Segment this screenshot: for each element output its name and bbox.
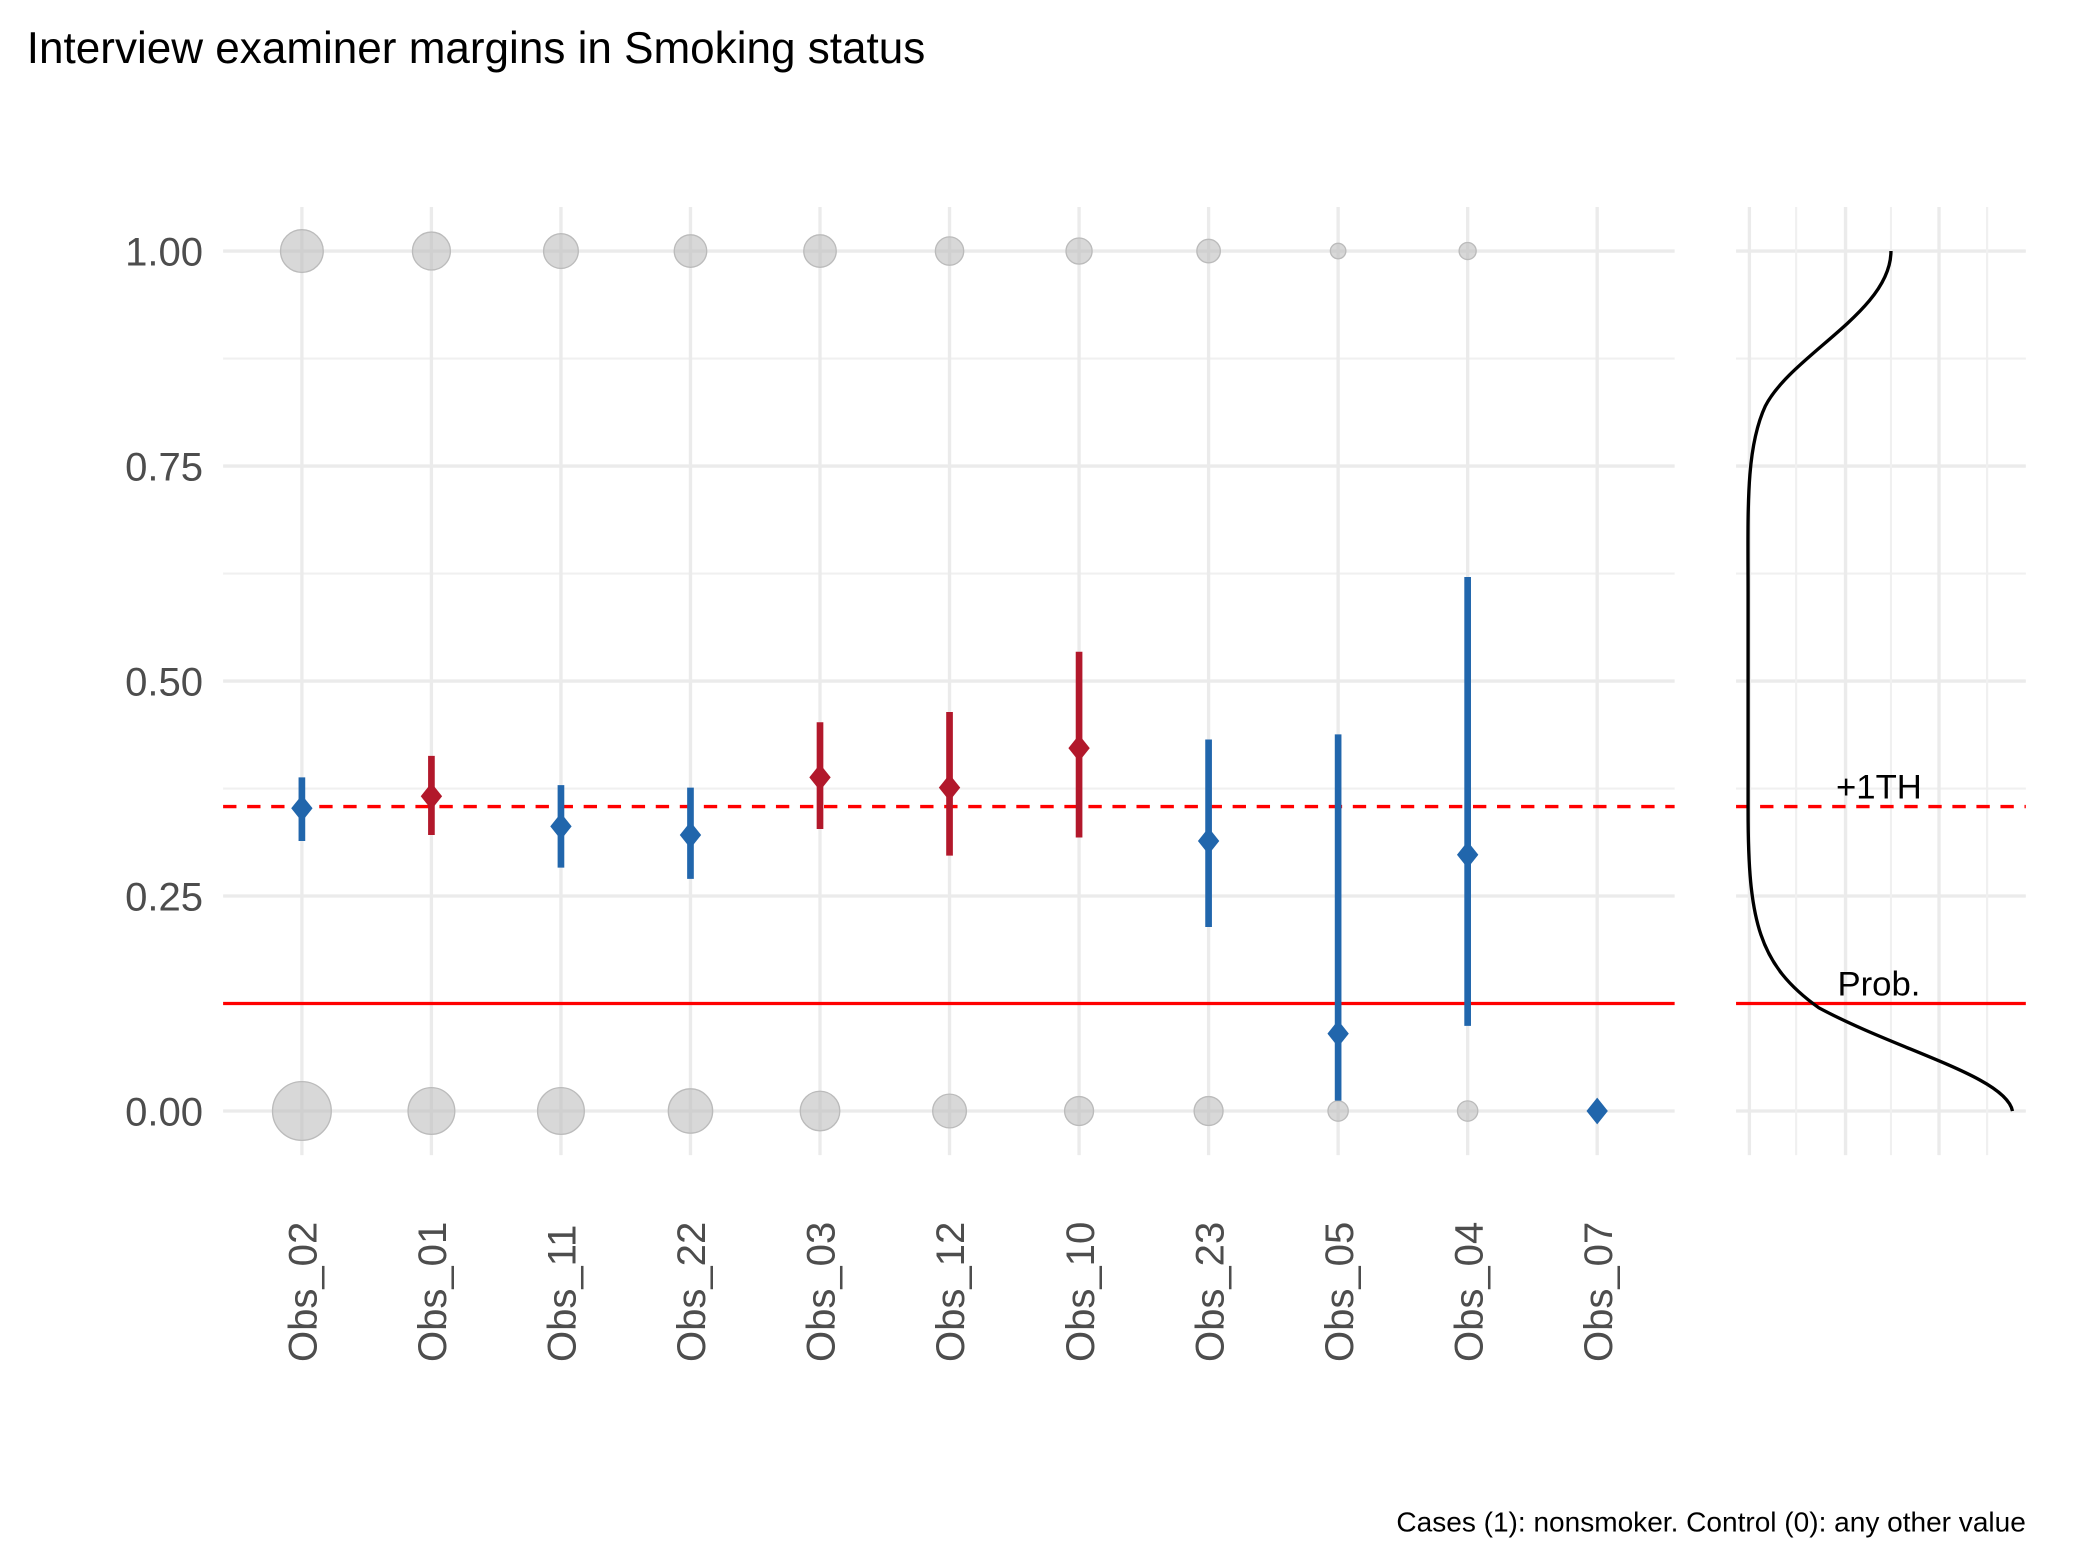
- x-tick-label: Obs_23: [1188, 1222, 1232, 1362]
- bubble-cases: [411, 231, 452, 271]
- bubble-controls: [931, 1093, 968, 1129]
- estimates: [291, 576, 1608, 1125]
- bubble-cases: [1329, 242, 1347, 260]
- bubble-cases: [673, 234, 708, 268]
- x-tick-label: Obs_03: [800, 1222, 844, 1362]
- density-curve: [1746, 251, 2015, 1112]
- bubble-controls: [667, 1088, 714, 1134]
- bubble-controls: [1327, 1100, 1349, 1122]
- estimate-point: [809, 763, 831, 791]
- x-tick-label: Obs_04: [1447, 1222, 1491, 1362]
- estimate-point: [550, 813, 572, 840]
- bubble-cases: [1458, 241, 1477, 261]
- bubble-controls: [271, 1080, 332, 1142]
- estimate-point: [1197, 827, 1220, 855]
- bubble-controls: [1193, 1095, 1224, 1127]
- estimate-point: [291, 794, 313, 822]
- bubble-cases: [1196, 238, 1222, 264]
- estimate-point: [938, 774, 961, 802]
- y-tick-label: 0.00: [125, 1091, 203, 1135]
- y-tick-label: 0.25: [125, 876, 203, 920]
- bubble-cases: [934, 236, 965, 266]
- estimate-point: [1586, 1097, 1608, 1125]
- reference-label: +1TH: [1836, 769, 1922, 807]
- y-tick-label: 0.50: [125, 661, 203, 705]
- bubble-controls: [1456, 1100, 1479, 1122]
- x-axis-ticks: Obs_02 Obs_01 Obs_11 Obs_22 Obs_03 Obs_12 Obs_…: [282, 1222, 1621, 1362]
- density-panel-grid: [1736, 206, 2026, 1156]
- estimate-point: [1456, 841, 1479, 869]
- estimate-point: [1327, 1020, 1349, 1047]
- y-tick-label: 0.75: [125, 446, 203, 490]
- estimate-point: [1068, 734, 1090, 762]
- y-axis-ticks: 0.00 0.25 0.50 0.75 1.00: [125, 231, 203, 1135]
- bubble-cases: [1065, 237, 1093, 265]
- x-tick-label: Obs_07: [1577, 1222, 1621, 1362]
- bubble-cases: [542, 233, 579, 270]
- bubble-cases: [803, 234, 837, 268]
- x-tick-label: Obs_11: [541, 1225, 585, 1362]
- main-panel-grid: [223, 206, 1675, 1156]
- reference-label: Prob.: [1837, 965, 1920, 1003]
- chart-caption: Cases (1): nonsmoker. Control (0): any o…: [1396, 1507, 2025, 1538]
- x-tick-label: Obs_01: [411, 1222, 455, 1362]
- bubble-controls: [407, 1086, 456, 1136]
- chart-title: Interview examiner margins in Smoking st…: [27, 24, 925, 73]
- y-tick-label: 1.00: [125, 231, 203, 275]
- bubble-controls: [1063, 1095, 1095, 1127]
- x-tick-label: Obs_10: [1059, 1222, 1103, 1362]
- x-tick-label: Obs_02: [282, 1222, 326, 1362]
- estimate-point: [679, 821, 702, 849]
- reference-lines: +1TH Prob.: [223, 769, 2026, 1006]
- x-tick-label: Obs_22: [670, 1222, 714, 1362]
- x-tick-label: Obs_05: [1318, 1222, 1362, 1362]
- bubble-controls: [799, 1090, 841, 1132]
- bubble-controls: [536, 1086, 585, 1136]
- x-tick-label: Obs_12: [929, 1222, 973, 1362]
- bubble-cases: [279, 229, 324, 274]
- count-bubbles: [271, 229, 1479, 1142]
- estimate-point: [420, 782, 443, 810]
